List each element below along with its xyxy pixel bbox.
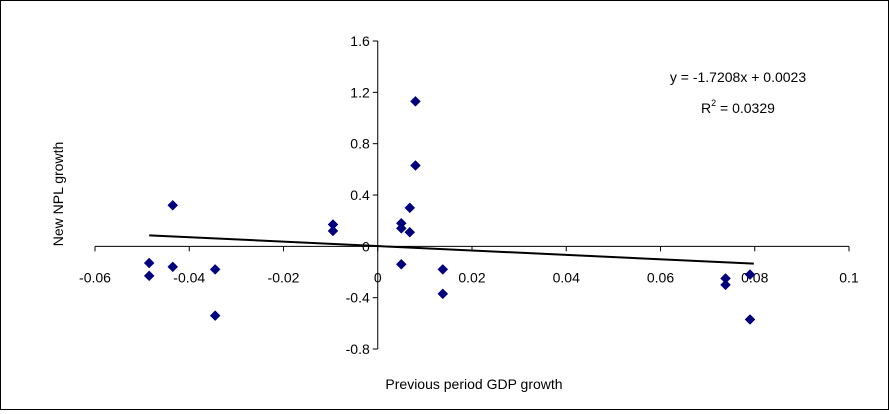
data-point xyxy=(410,95,421,107)
trendline xyxy=(149,234,754,265)
trendline-equation: y = -1.7208x + 0.0023 R2 = 0.0329 xyxy=(670,69,806,116)
axis-labels: Previous period GDP growth New NPL growt… xyxy=(50,142,563,392)
data-point xyxy=(209,310,221,321)
x-tick-label: 0.06 xyxy=(647,269,674,285)
data-point xyxy=(209,264,221,275)
r-squared-value: = 0.0329 xyxy=(716,100,775,116)
y-tick-label: -0.4 xyxy=(346,290,370,306)
r-squared-text: R2 = 0.0329 xyxy=(701,98,775,116)
y-tick-label: 0.4 xyxy=(350,187,370,203)
y-tick-label: 1.6 xyxy=(350,33,370,49)
x-tick-label: -0.04 xyxy=(173,269,205,285)
x-tick-label: 0.08 xyxy=(741,269,768,285)
data-point xyxy=(437,288,449,300)
y-axis-label: New NPL growth xyxy=(50,142,66,247)
data-point xyxy=(744,269,756,280)
data-point xyxy=(327,225,339,237)
data-point xyxy=(404,202,416,214)
data-point xyxy=(404,226,416,238)
x-tick-label: -0.02 xyxy=(268,269,300,285)
x-tick-label: -0.06 xyxy=(79,269,111,285)
data-point xyxy=(744,314,756,325)
y-tick-label: -0.8 xyxy=(346,341,370,357)
x-tick-label: 0.1 xyxy=(839,269,859,285)
x-tick-label: 0 xyxy=(374,269,382,285)
data-point xyxy=(437,264,449,275)
data-point xyxy=(143,257,155,269)
data-point xyxy=(410,160,421,171)
trendline-equation-text: y = -1.7208x + 0.0023 xyxy=(670,69,806,85)
x-axis-label: Previous period GDP growth xyxy=(385,376,562,392)
y-tick-label: 1.2 xyxy=(350,84,370,100)
x-tick-label: 0.04 xyxy=(553,269,580,285)
x-tick-label: 0.02 xyxy=(458,269,485,285)
trendline-group xyxy=(149,234,754,265)
axes: -0.06 -0.04 -0.02 0 0.02 0.04 0.06 0.08 0.1 1.6 1.… xyxy=(79,33,859,357)
data-point xyxy=(395,223,407,234)
r-squared-superscript: 2 xyxy=(711,98,716,108)
data-point xyxy=(395,258,407,270)
data-point xyxy=(143,270,155,282)
data-points xyxy=(143,95,756,325)
data-point xyxy=(167,261,179,273)
r-squared-prefix: R xyxy=(701,100,711,116)
data-point xyxy=(167,199,179,211)
data-point xyxy=(720,279,731,291)
y-tick-label: 0.8 xyxy=(350,136,370,152)
